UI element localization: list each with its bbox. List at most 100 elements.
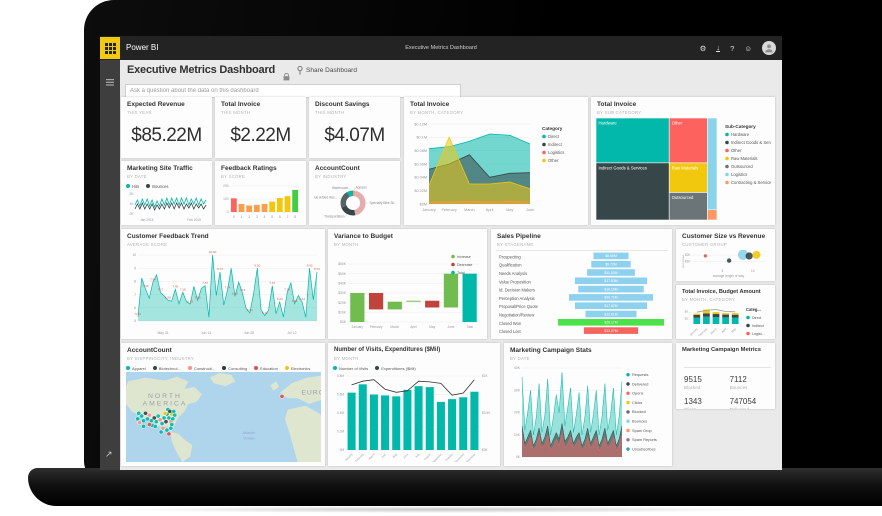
svg-text:Value Added Res...: Value Added Res...: [314, 196, 338, 200]
svg-text:$1K: $1K: [482, 374, 489, 378]
svg-text:Categ...: Categ...: [746, 307, 761, 312]
svg-text:$0.5K: $0.5K: [482, 411, 491, 415]
tile-marketing-campaign-metrics[interactable]: Marketing Campaign Metrics 9515 Blocked 7…: [676, 343, 775, 409]
svg-text:Spam Reports: Spam Reports: [632, 437, 657, 442]
svg-text:0.6M: 0.6M: [337, 393, 344, 397]
svg-text:July: July: [414, 452, 421, 459]
tile-total-invoice-treemap[interactable]: Total Invoice BY SUB CATEGORY Hardware In…: [591, 97, 775, 225]
svg-text:6.58: 6.58: [165, 295, 171, 299]
tile-customer-feedback-trend[interactable]: Customer Feedback Trend AVERAGE SCORE 10…: [121, 229, 325, 339]
tile-subtitle: AVERAGE SCORE: [127, 242, 168, 247]
area-chart: $0M $0.02M $0.04M $0.06M $0.08M $0.1M $0.12M Ja…: [409, 118, 584, 222]
legend-item: Biotechnol...: [152, 366, 181, 371]
chart-canvas: Hardware Indirect Goods & Services Other Ra…: [595, 117, 775, 221]
svg-text:October: October: [444, 452, 454, 462]
svg-text:Negotiation/Review: Negotiation/Review: [499, 313, 534, 318]
svg-text:Total: Total: [466, 325, 473, 329]
tile-subtitle: BY DATE: [127, 174, 147, 179]
svg-text:Category: Category: [542, 126, 563, 131]
svg-text:7: 7: [134, 293, 136, 297]
tile-accountcount-donut[interactable]: AccountCount BY INDUSTRY Apparel Specialt…: [309, 161, 400, 225]
svg-text:8.71: 8.71: [217, 267, 223, 271]
svg-text:Spam Drop: Spam Drop: [632, 428, 652, 433]
tile-total-invoice-area[interactable]: Total Invoice BY MONTH, CATEGORY $0M $0.0…: [404, 97, 588, 225]
expand-arrow-icon[interactable]: ↗: [105, 449, 113, 459]
user-avatar[interactable]: [762, 41, 776, 55]
tile-invoice-budget-amount[interactable]: Total Invoice, Budget Amount BY MONTH, C…: [676, 285, 775, 339]
svg-text:$0.1M: $0.1M: [416, 136, 427, 140]
tile-variance-to-budget[interactable]: Variance to Budget BY MONTH $60K $50K $40K…: [328, 229, 487, 339]
tile-marketing-site-traffic[interactable]: Marketing Site Traffic BY DATE Hits Bounc…: [121, 161, 212, 225]
svg-text:7.16: 7.16: [284, 288, 290, 292]
chart-canvas: 200 100 00 1 2 3 4 5 6 7 8: [223, 184, 299, 219]
tile-visits-expenditures[interactable]: Number of Visits, Expenditures ($Mil) BY…: [328, 343, 500, 466]
tile-subtitle: BY DATE: [510, 356, 530, 361]
svg-text:Decrease: Decrease: [457, 263, 472, 267]
svg-text:Indirect: Indirect: [548, 142, 563, 147]
svg-text:$0M: $0M: [420, 202, 427, 206]
svg-text:0.4M: 0.4M: [337, 411, 344, 415]
tile-title: Customer Feedback Trend: [127, 233, 209, 240]
left-nav-rail: ↗: [100, 60, 120, 470]
download-icon[interactable]: ↓: [716, 43, 721, 52]
svg-text:Indirect: Indirect: [752, 324, 764, 328]
donut-chart: Apparel Specialty Bike Sh... Transportatio…: [310, 182, 397, 222]
settings-gear-icon[interactable]: ⚙: [699, 43, 707, 53]
svg-text:5: 5: [271, 215, 273, 219]
share-dashboard-button[interactable]: Share Dashboard: [297, 66, 357, 75]
legend-item: Number of Visits: [333, 366, 368, 371]
svg-text:$50K: $50K: [338, 272, 347, 276]
tile-customer-size-vs-revenue[interactable]: Customer Size vs Revenue CUSTOMER GROUP …: [676, 229, 775, 281]
svg-text:January: January: [352, 325, 364, 329]
tile-subtitle: BY MONTH, CATEGORY: [682, 297, 736, 302]
tile-sales-pipeline[interactable]: Sales Pipeline BY STAGENAME Prospecting $…: [491, 229, 672, 339]
tile-expected-revenue[interactable]: Expected Revenue THIS YEAR $85.22M: [121, 97, 212, 158]
spiky-area-chart: 40K 30K 20K 10K 0K Requests Delivered Opens Clic…: [509, 364, 668, 463]
tile-title: Marketing Campaign Metrics: [682, 347, 761, 353]
svg-text:December: December: [465, 452, 477, 462]
svg-text:$9.72M: $9.72M: [605, 263, 616, 267]
tile-marketing-campaign-stats[interactable]: Marketing Campaign Stats BY DATE 40K 30K 2…: [504, 343, 672, 466]
menu-hamburger-icon[interactable]: [106, 73, 114, 91]
tile-subtitle: BY SHIPPINGCITY, INDUSTRY: [127, 356, 195, 361]
svg-text:$1K: $1K: [685, 260, 692, 264]
tile-feedback-ratings[interactable]: Feedback Ratings BY SCORE 200 100 0 0 1 2 3 4 5 6…: [215, 161, 306, 225]
svg-text:1: 1: [241, 215, 243, 219]
svg-text:Prospecting: Prospecting: [499, 254, 521, 259]
area-line-chart: 10 9 8 7 6 5 5.33 7.43 7.94 7.17 6.58 7.40 7.18 6.28 6…: [126, 250, 321, 336]
svg-text:April: April: [410, 325, 417, 329]
svg-text:6.44: 6.44: [299, 297, 305, 301]
feedback-smiley-icon[interactable]: ☺: [744, 43, 752, 53]
share-dashboard-label: Share Dashboard: [306, 67, 357, 74]
help-icon[interactable]: ?: [730, 43, 735, 53]
tile-accountcount-map[interactable]: AccountCount BY SHIPPINGCITY, INDUSTRY A…: [121, 343, 325, 466]
svg-text:$20.72M: $20.72M: [604, 296, 617, 300]
chart-canvas: Apparel Specialty Bike Sh... Transportatio…: [310, 186, 397, 219]
svg-text:Feb 2015: Feb 2015: [187, 218, 201, 222]
tile-total-invoice-kpi[interactable]: Total Invoice THIS MONTH $2.22M: [215, 97, 306, 158]
metric-blocked: 9515 Blocked: [684, 375, 702, 390]
svg-text:$10K: $10K: [338, 311, 347, 315]
svg-text:200: 200: [223, 184, 229, 188]
svg-text:$26.17M: $26.17M: [604, 321, 617, 325]
question-input[interactable]: [125, 84, 461, 98]
tile-title: Total Invoice, Budget Amount: [682, 289, 761, 295]
power-bi-brand: Power BI: [126, 43, 159, 52]
svg-text:Perception Analysis: Perception Analysis: [499, 296, 535, 301]
svg-text:Unsubscribes: Unsubscribes: [632, 446, 656, 451]
svg-text:6: 6: [134, 306, 136, 310]
tile-title: AccountCount: [315, 165, 360, 172]
legend-item: Constructi...: [187, 366, 215, 371]
tile-subtitle: THIS YEAR: [127, 110, 152, 115]
svg-text:Closed Won: Closed Won: [499, 321, 522, 326]
laptop-shadow: [110, 506, 770, 513]
tile-title: Feedback Ratings: [221, 165, 277, 172]
app-launcher-waffle-icon[interactable]: [100, 37, 120, 59]
svg-text:$11.82M: $11.82M: [605, 271, 618, 275]
svg-text:Jun 14: Jun 14: [201, 331, 211, 335]
chart-canvas: 10987655.337.437.947.176.587.407.186.286…: [132, 250, 320, 335]
svg-text:February: February: [354, 452, 365, 462]
tile-discount-savings[interactable]: Discount Savings THIS MONTH $4.07M: [309, 97, 400, 158]
